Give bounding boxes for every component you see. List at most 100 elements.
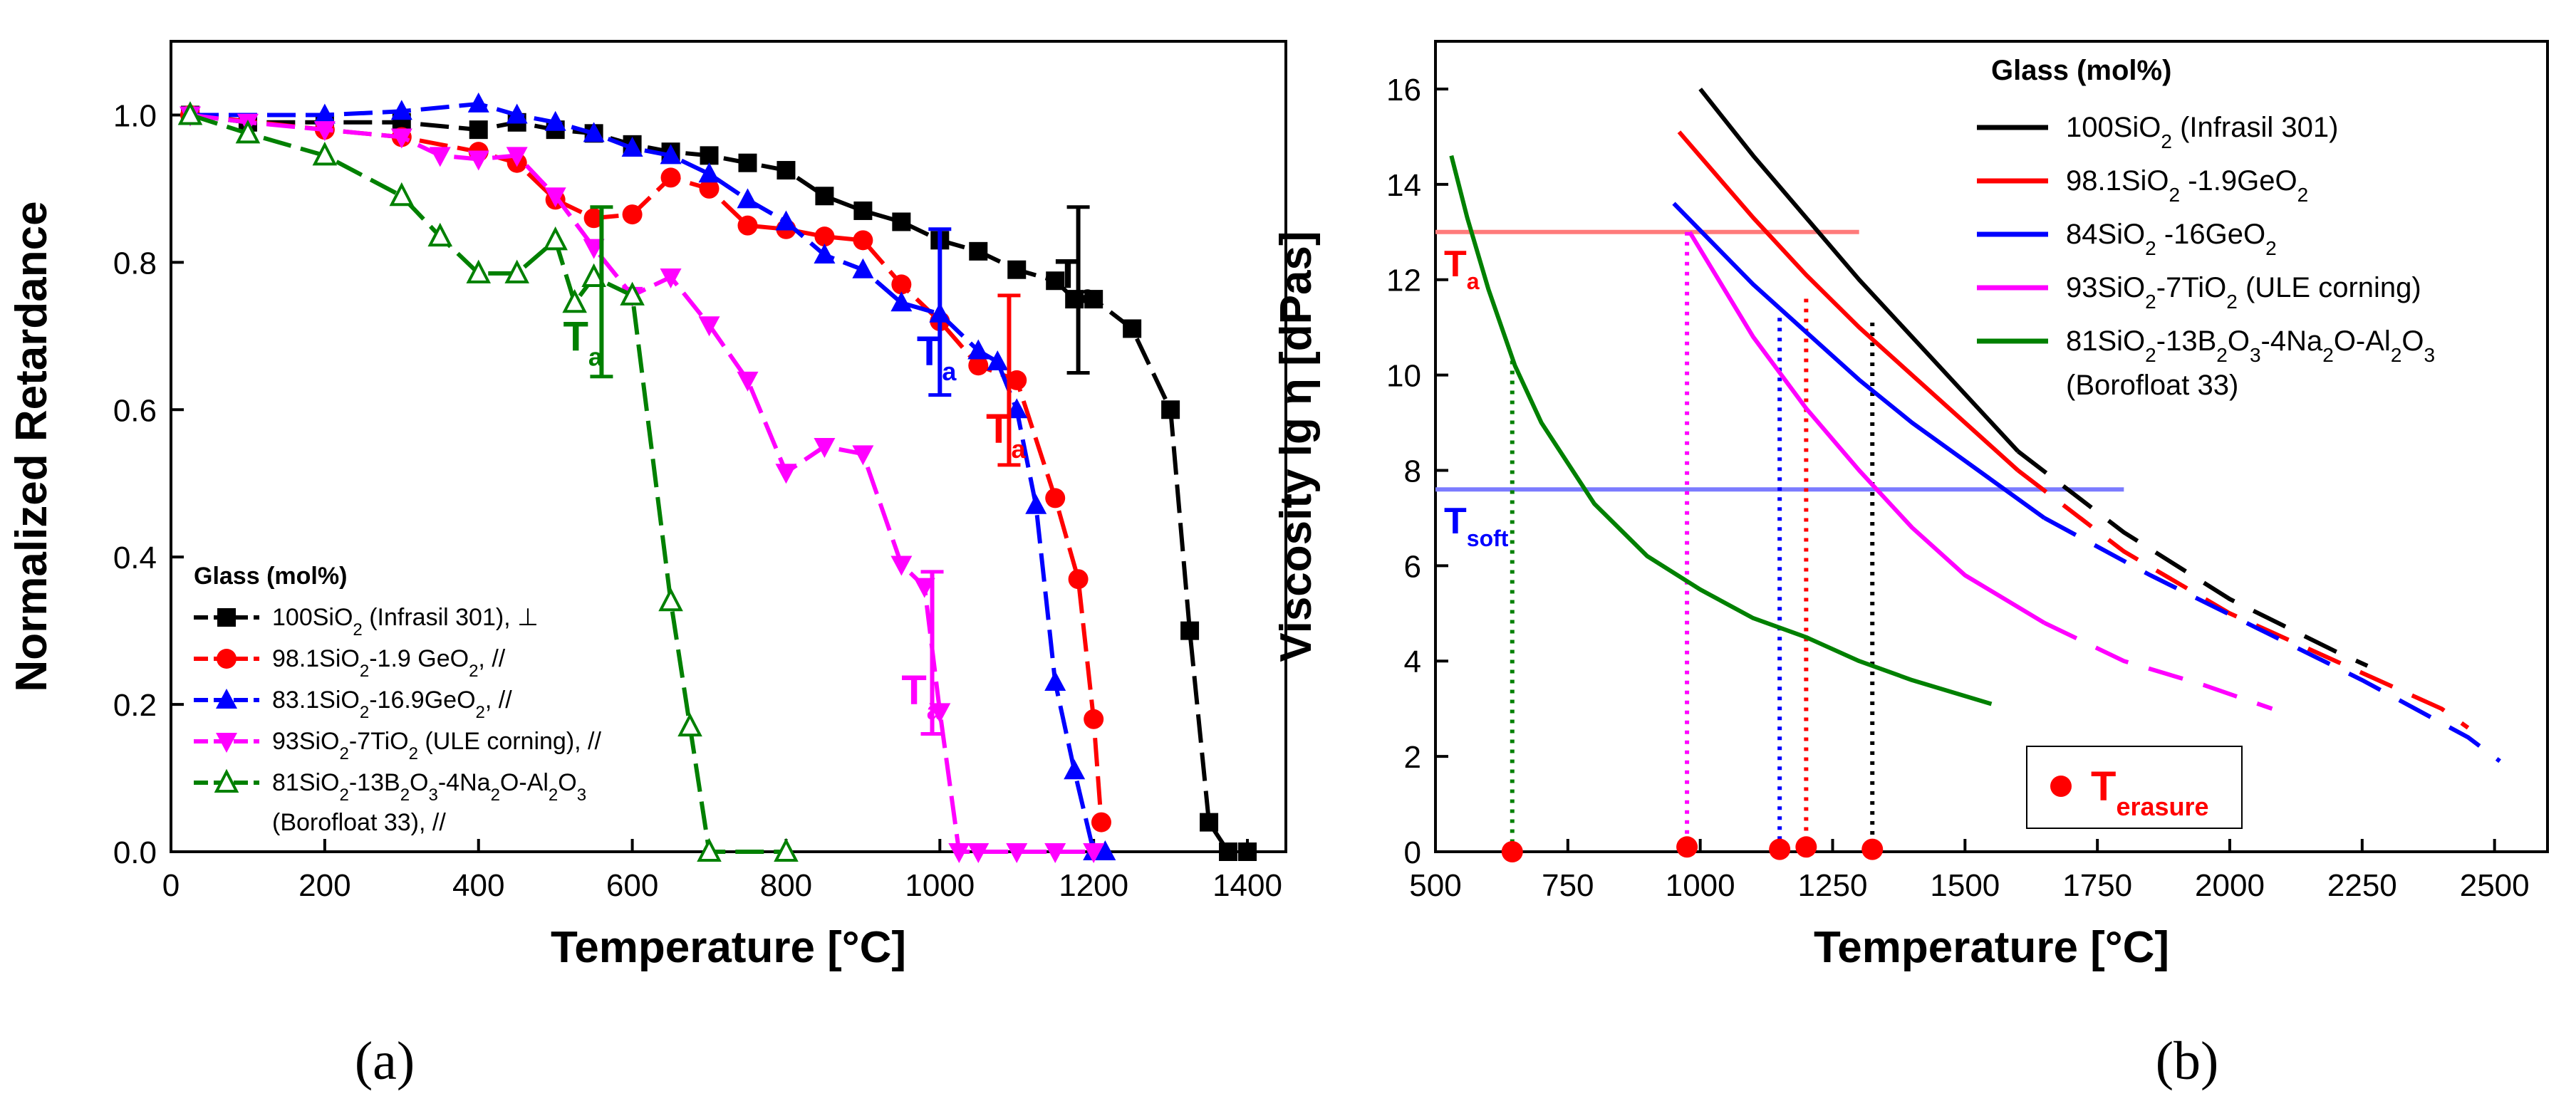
a-data-point xyxy=(622,204,643,225)
a-data-point xyxy=(1238,842,1257,861)
b-erasure-point xyxy=(1501,841,1523,862)
a-x-tick-label: 400 xyxy=(452,868,504,903)
a-data-point xyxy=(890,291,913,312)
a-data-point xyxy=(660,268,682,289)
a-series-1 xyxy=(180,105,1111,833)
a-data-point xyxy=(389,182,415,207)
b-x-tick-label: 1500 xyxy=(1930,868,2000,903)
a-y-tick-label: 0.8 xyxy=(113,246,157,281)
a-data-point xyxy=(1180,621,1200,640)
a-data-point xyxy=(852,258,874,278)
b-series-line xyxy=(1449,155,1993,706)
a-data-point xyxy=(699,178,720,199)
a-data-point xyxy=(658,587,683,612)
a-y-axis-label: Normalized Retardance xyxy=(7,201,56,692)
a-y-tick-label: 0.2 xyxy=(113,688,157,723)
b-series-line xyxy=(1698,88,2020,453)
panel-b-chart: 500 750 1000 1250 1500 1750 2000 2250 2500024681… xyxy=(1272,40,2549,972)
b-legend-label: 84SiO2 -16GeO2 xyxy=(2066,219,2277,259)
a-data-point xyxy=(1123,319,1142,338)
a-legend-title: Glass (mol%) xyxy=(194,563,347,590)
a-legend-label: 98.1SiO2-1.9 GeO2, // xyxy=(272,645,506,681)
a-data-point xyxy=(698,316,720,337)
a-data-point xyxy=(506,147,528,167)
a-data-point xyxy=(544,187,566,208)
a-data-point xyxy=(1219,842,1238,861)
b-legend-label: 93SiO2-7TiO2 (ULE corning) xyxy=(2066,272,2421,313)
a-data-point xyxy=(1044,671,1066,692)
a-legend-marker xyxy=(216,689,237,709)
a-x-tick-label: 0 xyxy=(162,868,180,903)
a-error-bar xyxy=(1066,205,1090,375)
b-erasure-legend-label: Terasure xyxy=(2091,763,2209,821)
a-series-line xyxy=(189,101,1106,854)
b-erasure-legend-marker xyxy=(2050,776,2072,797)
b-x-tick-label: 1000 xyxy=(1666,868,1735,903)
a-series-3 xyxy=(179,106,1105,863)
b-y-tick-label: 2 xyxy=(1404,740,1421,775)
a-data-point xyxy=(1007,260,1027,279)
b-plot-frame xyxy=(1434,40,2549,853)
a-legend-label: 93SiO2-7TiO2 (ULE corning), // xyxy=(272,728,601,763)
a-data-point xyxy=(1045,488,1066,508)
a-data-point xyxy=(312,142,338,166)
a-data-point xyxy=(1161,400,1180,419)
a-data-point xyxy=(583,122,605,142)
a-data-point xyxy=(987,350,1009,371)
a-ta-annotation: Ta xyxy=(986,406,1026,464)
panel-b-label: (b) xyxy=(2156,1031,2219,1091)
a-data-point xyxy=(660,144,682,165)
a-ta-annotation: Ta xyxy=(563,314,603,372)
a-data-point xyxy=(775,464,797,484)
b-series-extrapolation xyxy=(2016,469,2470,730)
a-x-tick-label: 1400 xyxy=(1212,868,1282,903)
a-data-point xyxy=(777,161,796,180)
b-y-tick-label: 12 xyxy=(1386,263,1421,298)
b-reference-label: Ta xyxy=(1444,244,1480,294)
a-data-point xyxy=(774,838,799,862)
a-data-point xyxy=(427,222,453,247)
a-y-tick-label: 0.0 xyxy=(113,835,157,870)
a-data-point xyxy=(313,103,336,124)
a-error-bar xyxy=(928,227,952,397)
b-legend-label: 98.1SiO2 -1.9GeO2 xyxy=(2066,165,2308,206)
a-data-point xyxy=(466,259,492,283)
a-data-point xyxy=(891,274,912,295)
a-data-point xyxy=(815,187,834,206)
a-data-point xyxy=(698,162,720,183)
a-x-tick-label: 200 xyxy=(298,868,350,903)
a-data-point xyxy=(968,355,989,376)
a-y-tick-label: 0.6 xyxy=(113,393,157,428)
a-legend-marker xyxy=(214,768,239,793)
a-x-tick-label: 1200 xyxy=(1059,868,1128,903)
a-series-line xyxy=(189,113,1248,854)
a-x-tick-label: 800 xyxy=(760,868,812,903)
b-series-extrapolation xyxy=(2016,449,2369,668)
a-data-point xyxy=(737,371,759,392)
a-data-point xyxy=(581,263,606,288)
b-legend-label: 100SiO2 (Infrasil 301) xyxy=(2066,112,2338,152)
b-legend: Glass (mol%) 100SiO2 (Infrasil 301) 98.1Si… xyxy=(1977,55,2435,401)
a-data-point xyxy=(853,201,873,220)
a-legend-label: 83.1SiO2-16.9GeO2, // xyxy=(272,687,512,722)
a-data-point xyxy=(677,712,702,737)
b-x-tick-label: 2250 xyxy=(2327,868,2397,903)
b-series-4 xyxy=(1449,155,1993,706)
b-legend-label-cont: (Borofloat 33) xyxy=(2066,370,2238,401)
a-data-point xyxy=(1065,290,1084,309)
panel-a-label: (a) xyxy=(355,1031,415,1091)
a-data-point xyxy=(1200,813,1219,832)
b-erasure-point xyxy=(1861,838,1884,860)
b-legend-label: 81SiO2-13B2O3-4Na2O-Al2O3 xyxy=(2066,325,2435,366)
b-series-3 xyxy=(1688,231,2273,711)
a-legend-marker xyxy=(217,608,236,627)
a-error-bar xyxy=(920,570,944,736)
a-legend-marker xyxy=(217,649,237,669)
a-error-bar xyxy=(997,293,1021,467)
a-data-point xyxy=(1083,843,1105,863)
a-x-tick-label: 1000 xyxy=(905,868,975,903)
a-data-point xyxy=(544,110,566,131)
b-y-tick-label: 8 xyxy=(1404,454,1421,489)
a-data-point xyxy=(1006,843,1028,863)
a-data-point xyxy=(583,208,604,229)
